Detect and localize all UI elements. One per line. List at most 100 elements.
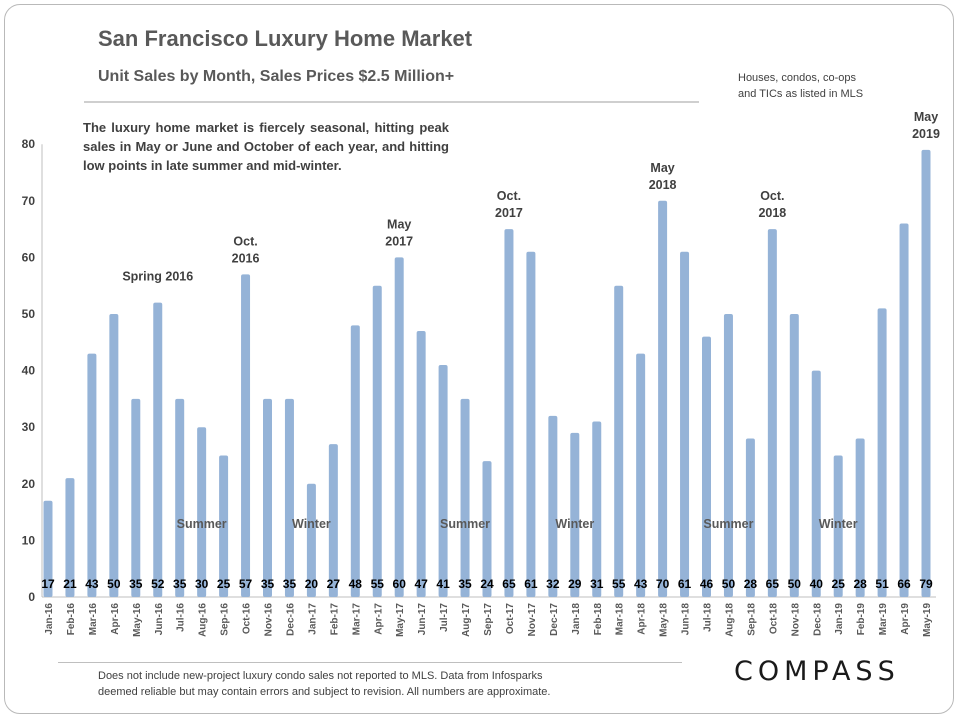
x-tick-label: Dec-17 bbox=[549, 603, 560, 636]
x-tick-label: Jan-16 bbox=[44, 603, 55, 635]
x-tick-label: Jan-19 bbox=[834, 603, 845, 635]
data-label: 31 bbox=[590, 577, 604, 591]
x-tick-label: Jul-16 bbox=[176, 603, 187, 632]
bar bbox=[855, 438, 865, 597]
bar bbox=[921, 149, 931, 598]
labels-layer: 17 Jan-16 21 Feb-16 43 Mar-16 50 Apr-16 35 May-16… bbox=[41, 110, 940, 637]
data-label: 61 bbox=[678, 577, 692, 591]
x-tick-label: May-19 bbox=[922, 603, 933, 637]
bars-layer bbox=[43, 149, 931, 598]
peak-annotation: 2017 bbox=[385, 234, 413, 248]
x-tick-label: May-17 bbox=[395, 603, 406, 637]
x-tick-label: Oct-17 bbox=[505, 603, 516, 635]
data-label: 65 bbox=[766, 577, 780, 591]
y-tick-label: 70 bbox=[22, 194, 36, 208]
bar bbox=[767, 229, 777, 597]
season-annotation: Winter bbox=[819, 517, 858, 531]
data-label: 28 bbox=[744, 577, 758, 591]
bar bbox=[702, 336, 711, 597]
x-tick-label: Feb-18 bbox=[593, 603, 604, 636]
bar bbox=[284, 398, 294, 597]
peak-annotation: 2018 bbox=[758, 206, 786, 220]
bar bbox=[482, 461, 492, 597]
chart-subtitle: Unit Sales by Month, Sales Prices $2.5 M… bbox=[98, 68, 455, 85]
peak-annotation: Oct. bbox=[760, 189, 784, 203]
footer-disclaimer: Does not include new-project luxury cond… bbox=[98, 668, 658, 700]
bar bbox=[570, 432, 580, 597]
data-label: 43 bbox=[634, 577, 648, 591]
x-tick-label: Feb-19 bbox=[856, 603, 867, 636]
data-label: 61 bbox=[524, 577, 538, 591]
data-label: 24 bbox=[480, 577, 494, 591]
bar bbox=[789, 314, 799, 597]
x-tick-label: Jan-17 bbox=[307, 603, 318, 635]
peak-annotation: 2019 bbox=[912, 127, 940, 141]
y-tick-label: 50 bbox=[22, 307, 36, 321]
data-label: 50 bbox=[107, 577, 121, 591]
bar bbox=[745, 438, 755, 597]
peak-annotation: Spring 2016 bbox=[122, 270, 193, 284]
y-tick-label: 80 bbox=[22, 137, 36, 151]
x-tick-label: Jan-18 bbox=[571, 603, 582, 635]
data-label: 32 bbox=[546, 577, 560, 591]
data-label: 17 bbox=[41, 577, 55, 591]
data-scope-note-line1: Houses, condos, co-ops bbox=[738, 72, 857, 84]
x-tick-label: Mar-19 bbox=[878, 603, 889, 636]
footer-line-1: Does not include new-project luxury cond… bbox=[98, 670, 543, 682]
season-annotation: Summer bbox=[440, 517, 490, 531]
bar bbox=[197, 427, 207, 597]
x-tick-label: Nov-16 bbox=[264, 603, 275, 637]
x-tick-label: May-18 bbox=[659, 603, 670, 637]
peak-annotation: May bbox=[650, 161, 674, 175]
peak-annotation: 2016 bbox=[232, 251, 260, 265]
data-label: 21 bbox=[63, 577, 77, 591]
x-tick-label: Nov-18 bbox=[790, 603, 801, 637]
x-tick-label: Apr-19 bbox=[900, 603, 911, 635]
bar bbox=[219, 455, 229, 597]
bar bbox=[504, 229, 514, 597]
bar bbox=[131, 398, 141, 597]
bar bbox=[877, 308, 887, 597]
bar bbox=[306, 483, 316, 597]
x-tick-label: Feb-16 bbox=[66, 603, 77, 636]
bar bbox=[328, 444, 338, 597]
bar bbox=[614, 285, 624, 597]
bar bbox=[833, 455, 843, 597]
data-label: 35 bbox=[261, 577, 275, 591]
y-axis-layer: 0 10 20 30 40 50 60 70 80 bbox=[22, 137, 936, 604]
data-label: 46 bbox=[700, 577, 714, 591]
x-tick-label: Oct-18 bbox=[768, 603, 779, 635]
data-label: 65 bbox=[502, 577, 516, 591]
bar bbox=[350, 325, 360, 597]
data-label: 30 bbox=[195, 577, 209, 591]
peak-annotation: May bbox=[914, 110, 938, 124]
peak-annotation: Oct. bbox=[497, 189, 521, 203]
data-label: 25 bbox=[832, 577, 846, 591]
season-annotation: Winter bbox=[555, 517, 594, 531]
bar bbox=[109, 314, 119, 597]
peak-annotation: Oct. bbox=[233, 234, 257, 248]
bar bbox=[241, 274, 251, 597]
x-tick-label: Mar-16 bbox=[88, 603, 99, 636]
bar bbox=[372, 285, 382, 597]
season-annotation: Summer bbox=[703, 517, 753, 531]
data-label: 25 bbox=[217, 577, 231, 591]
x-tick-label: Dec-18 bbox=[812, 603, 823, 636]
y-tick-label: 30 bbox=[22, 420, 36, 434]
x-tick-label: Oct-16 bbox=[242, 603, 253, 635]
data-label: 55 bbox=[371, 577, 385, 591]
x-tick-label: Mar-17 bbox=[351, 603, 362, 636]
bar bbox=[592, 421, 602, 597]
data-label: 35 bbox=[283, 577, 297, 591]
bar bbox=[87, 353, 97, 597]
data-scope-note-line2: and TICs as listed in MLS bbox=[738, 88, 864, 100]
y-tick-label: 60 bbox=[22, 250, 36, 264]
bar bbox=[263, 398, 272, 597]
data-label: 79 bbox=[919, 577, 933, 591]
peak-annotation: 2017 bbox=[495, 206, 523, 220]
x-tick-label: Sep-18 bbox=[746, 603, 757, 636]
data-scope-note: Houses, condos, co-ops and TICs as liste… bbox=[738, 70, 938, 102]
data-label: 55 bbox=[612, 577, 626, 591]
data-label: 51 bbox=[875, 577, 889, 591]
data-label: 28 bbox=[853, 577, 867, 591]
